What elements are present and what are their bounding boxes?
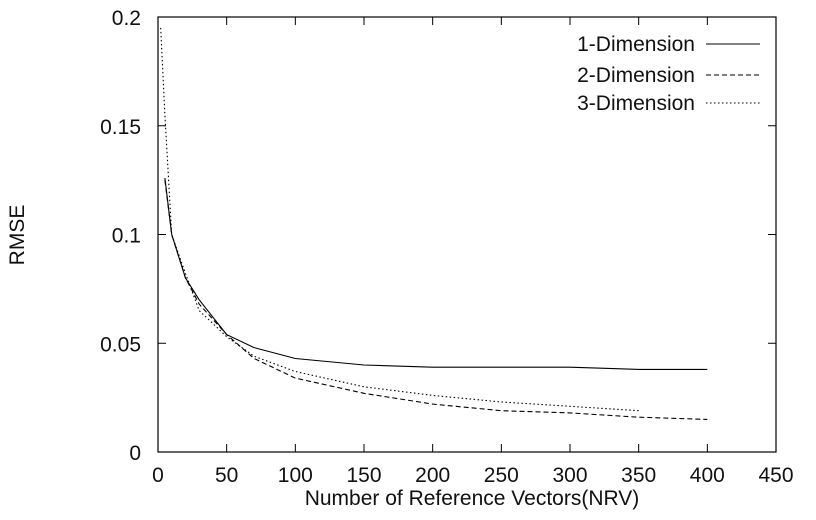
- x-tick-label: 100: [278, 464, 313, 487]
- series-line-2: [164, 180, 708, 420]
- x-tick-label: 300: [552, 464, 587, 487]
- y-tick-label: 0: [129, 442, 141, 465]
- series-line-1: [164, 177, 708, 370]
- legend: 1-Dimension 2-Dimension 3-Dimension: [577, 33, 760, 115]
- x-tick-label: 150: [346, 464, 381, 487]
- y-tick-label: 0.05: [100, 333, 141, 356]
- series-line-3: [160, 27, 639, 412]
- legend-label: 1-Dimension: [577, 33, 695, 56]
- x-tick-label: 450: [758, 464, 793, 487]
- legend-label: 2-Dimension: [577, 64, 695, 87]
- x-tick-label: 350: [621, 464, 656, 487]
- series-group: [160, 27, 708, 420]
- ticks-group: 0 50 100 150 200 250 300 350 400 450 0 0.05 0.1 0.15 0…: [100, 7, 793, 487]
- x-tick-label: 0: [152, 464, 164, 487]
- x-axis-title: Number of Reference Vectors(NRV): [305, 487, 640, 510]
- x-tick-label: 200: [415, 464, 450, 487]
- x-tick-label: 400: [690, 464, 725, 487]
- y-tick-label: 0.1: [112, 225, 141, 248]
- legend-label: 3-Dimension: [577, 92, 695, 115]
- y-tick-label: 0.15: [100, 116, 141, 139]
- y-axis-title: RMSE: [6, 205, 29, 266]
- x-tick-label: 250: [484, 464, 519, 487]
- x-tick-label: 50: [215, 464, 238, 487]
- y-tick-label: 0.2: [112, 7, 141, 30]
